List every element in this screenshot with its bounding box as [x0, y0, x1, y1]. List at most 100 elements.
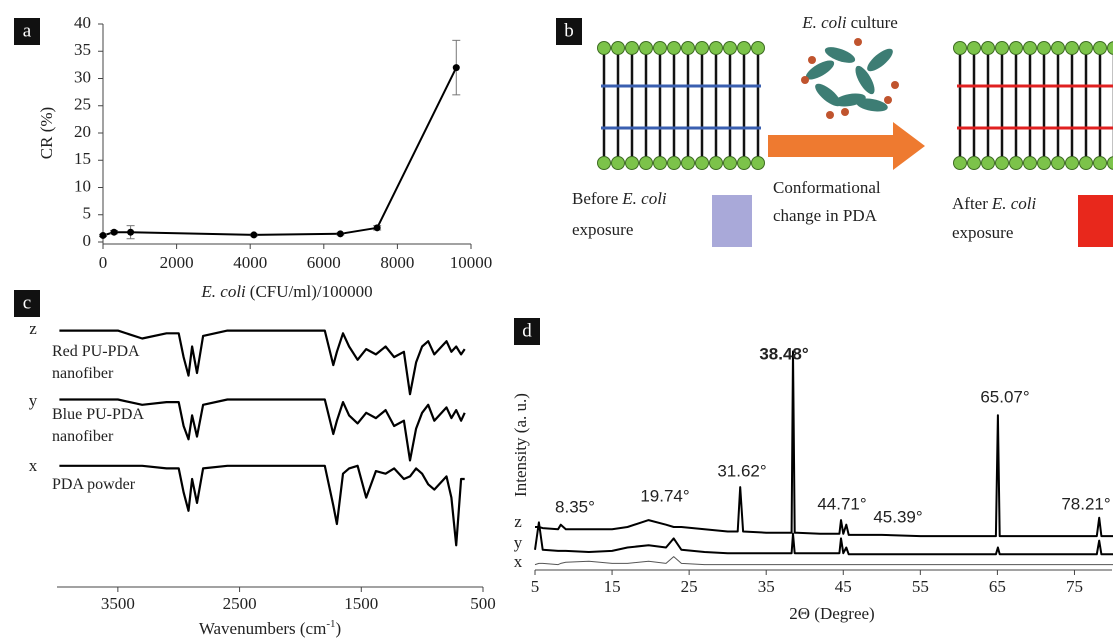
panel-label-box — [514, 318, 540, 345]
lipid-head — [611, 156, 625, 170]
diagram: b E. coli culture Before E. coli exposure … — [556, 13, 1113, 247]
lipid-head — [953, 41, 967, 55]
x-axis-title: Wavenumbers (cm-1) — [199, 618, 341, 638]
data-line — [534, 521, 1113, 556]
series-name: Blue PU-PDA nanofiber — [52, 406, 144, 445]
peak-label: 31.62° — [717, 461, 766, 480]
lipid-head — [1023, 156, 1037, 170]
x-tick-label: 6000 — [307, 253, 341, 272]
lipid-head — [737, 41, 751, 55]
culture-text: culture — [851, 13, 898, 32]
lipid-head — [1079, 156, 1093, 170]
after-label: After E. coli — [952, 194, 1037, 213]
lipid-head — [967, 41, 981, 55]
lipid-head — [723, 156, 737, 170]
y-tick-label: 40 — [74, 13, 91, 32]
middle-label: Conformational — [773, 178, 881, 197]
y-axis-title: Intensity (a. u.) — [511, 393, 530, 497]
x-tick-label: 75 — [1066, 577, 1083, 596]
lipid-head — [709, 156, 723, 170]
series-label: y — [514, 533, 523, 552]
lipid-head — [981, 156, 995, 170]
lipid-head — [653, 41, 667, 55]
panel-label: a — [23, 20, 32, 41]
data-line — [59, 398, 466, 462]
data-point — [452, 64, 460, 72]
x-tick-label: 0 — [99, 253, 108, 272]
peak-label: 38.48° — [759, 344, 809, 363]
lipid-head — [751, 41, 765, 55]
x-axis-title-italic: E. coli — [200, 282, 246, 301]
data-point — [250, 231, 258, 239]
x-tick-label: 35 — [758, 577, 775, 596]
lipid-head — [1037, 41, 1051, 55]
lipid-head — [695, 41, 709, 55]
debris — [826, 111, 834, 119]
lipid-head — [667, 41, 681, 55]
middle-label: change in PDA — [773, 206, 878, 225]
bacterium — [856, 98, 888, 112]
x-tick-label: 15 — [604, 577, 621, 596]
x-axis-title: 2Θ (Degree) — [789, 604, 874, 623]
y-tick-label: 35 — [74, 40, 91, 59]
data-point — [110, 228, 118, 236]
lipid-head — [1037, 156, 1051, 170]
peak-label: 65.07° — [980, 387, 1029, 406]
lipid-head — [1009, 156, 1023, 170]
x-tick-label: 8000 — [380, 253, 414, 272]
lipid-head — [681, 156, 695, 170]
lipid-head — [953, 156, 967, 170]
panel-label: c — [23, 292, 31, 313]
lipid-head — [723, 41, 737, 55]
culture-label: E. coli culture — [801, 13, 898, 32]
x-tick-label: 2000 — [160, 253, 194, 272]
y-axis-title: CR (%) — [37, 107, 56, 159]
lipid-head — [1065, 156, 1079, 170]
panel-label: d — [522, 320, 532, 341]
y-tick-label: 30 — [74, 67, 91, 86]
x-tick-label: 4000 — [233, 253, 267, 272]
bacterium — [805, 60, 835, 80]
lipid-head — [653, 156, 667, 170]
x-axis-title-main: Wavenumbers (cm — [199, 619, 327, 638]
series-name: Red PU-PDA nanofiber — [52, 343, 139, 382]
lipid-head — [597, 156, 611, 170]
x-tick-label: 55 — [912, 577, 929, 596]
y-tick-label: 0 — [83, 231, 92, 250]
data-point — [373, 224, 381, 232]
x-tick-label: 1500 — [344, 594, 378, 613]
lipid-head — [597, 41, 611, 55]
lipid-head — [1023, 41, 1037, 55]
lipid-head — [639, 41, 653, 55]
peak-label: 78.21° — [1061, 494, 1110, 513]
series-label: x — [29, 456, 38, 475]
bacterium — [855, 65, 875, 95]
blue-swatch — [712, 195, 752, 247]
y-tick-label: 5 — [83, 204, 92, 223]
x-axis-title-rest: (CFU/ml)/100000 — [250, 282, 373, 301]
y-tick-label: 15 — [74, 149, 91, 168]
lipid-head — [967, 156, 981, 170]
x-tick-label: 3500 — [101, 594, 135, 613]
lipid-head — [625, 156, 639, 170]
y-tick-label: 25 — [74, 95, 91, 114]
debris — [801, 76, 809, 84]
lipid-head — [995, 156, 1009, 170]
lipid-head — [1051, 41, 1065, 55]
peak-label: 19.74° — [640, 486, 689, 505]
x-axis-title: E. coli (CFU/ml)/100000 — [200, 282, 372, 301]
lipid-head — [751, 156, 765, 170]
lipid-head — [1093, 156, 1107, 170]
organism: E. coli — [801, 13, 847, 32]
data-line — [534, 556, 1113, 566]
lipid-head — [981, 41, 995, 55]
y-tick-label: 20 — [74, 122, 91, 141]
x-axis-title-end: ) — [336, 619, 342, 638]
lipid-head — [737, 156, 751, 170]
before-text: Before — [572, 189, 618, 208]
debris — [884, 96, 892, 104]
before-label: exposure — [572, 220, 633, 239]
lipid-head — [1107, 41, 1113, 55]
data-line — [59, 329, 466, 396]
